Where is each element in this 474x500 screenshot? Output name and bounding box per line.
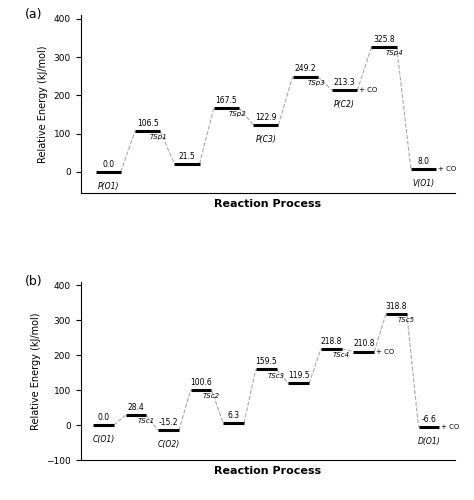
Text: 122.9: 122.9 [255, 112, 277, 122]
Text: TSp2: TSp2 [228, 111, 246, 117]
X-axis label: Reaction Process: Reaction Process [214, 466, 321, 475]
Text: TSc5: TSc5 [398, 317, 415, 323]
Y-axis label: Relative Energy (kJ/mol): Relative Energy (kJ/mol) [30, 312, 41, 430]
Text: V(O1): V(O1) [412, 178, 435, 188]
Y-axis label: Relative Energy (kJ/mol): Relative Energy (kJ/mol) [38, 46, 48, 163]
Text: 0.0: 0.0 [97, 413, 109, 422]
Text: TSc2: TSc2 [203, 393, 220, 399]
Text: + CO: + CO [441, 424, 459, 430]
Text: (b): (b) [25, 275, 42, 288]
Text: 8.0: 8.0 [418, 156, 429, 166]
Text: C(O1): C(O1) [92, 435, 115, 444]
Text: 6.3: 6.3 [228, 410, 240, 420]
Text: 167.5: 167.5 [216, 96, 237, 104]
Text: TSc3: TSc3 [268, 372, 285, 378]
Text: 210.8: 210.8 [353, 340, 374, 348]
Text: TSc1: TSc1 [137, 418, 155, 424]
Text: 21.5: 21.5 [179, 152, 195, 160]
Text: 318.8: 318.8 [386, 302, 407, 310]
Text: TSc4: TSc4 [333, 352, 350, 358]
Text: -6.6: -6.6 [421, 415, 437, 424]
Text: P(C2): P(C2) [334, 100, 355, 109]
Text: 325.8: 325.8 [374, 35, 395, 44]
Text: D(O1): D(O1) [418, 437, 440, 446]
Text: 100.6: 100.6 [190, 378, 212, 387]
Text: + CO: + CO [376, 348, 394, 354]
Text: 28.4: 28.4 [128, 403, 144, 412]
Text: P(O1): P(O1) [98, 182, 119, 190]
Text: 249.2: 249.2 [294, 64, 316, 74]
Text: + CO: + CO [438, 166, 456, 172]
Text: TSp4: TSp4 [386, 50, 404, 56]
Text: 213.3: 213.3 [334, 78, 356, 87]
Text: (a): (a) [25, 8, 42, 21]
Text: 159.5: 159.5 [255, 357, 277, 366]
Text: -15.2: -15.2 [159, 418, 178, 427]
Text: C(O2): C(O2) [157, 440, 180, 449]
Text: 0.0: 0.0 [102, 160, 114, 168]
Text: + CO: + CO [359, 88, 377, 94]
Text: 106.5: 106.5 [137, 119, 158, 128]
Text: 218.8: 218.8 [320, 336, 342, 345]
Text: P(C3): P(C3) [255, 134, 276, 143]
X-axis label: Reaction Process: Reaction Process [214, 198, 321, 208]
Text: TSp3: TSp3 [307, 80, 325, 86]
Text: TSp1: TSp1 [150, 134, 167, 140]
Text: 119.5: 119.5 [288, 371, 310, 380]
